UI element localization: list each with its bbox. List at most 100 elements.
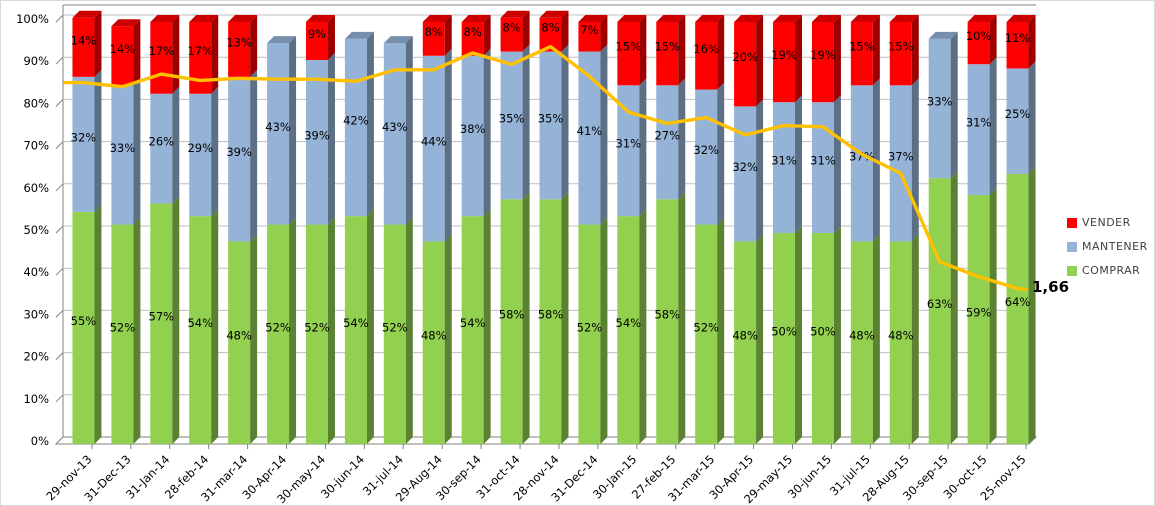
bar-segment-mantener[interactable] xyxy=(267,43,290,225)
bar-cap-vender xyxy=(539,10,569,18)
bar-side-vender xyxy=(911,15,919,86)
legend-item-mantener[interactable]: MANTENER xyxy=(1067,240,1148,253)
legend-item-comprar[interactable]: COMPRAR xyxy=(1067,264,1148,277)
bar-side-mantener xyxy=(950,31,958,179)
bar-segment-vender[interactable] xyxy=(773,22,796,103)
bar-segment-vender[interactable] xyxy=(461,22,484,56)
bar-segment-comprar[interactable] xyxy=(111,224,134,444)
bar-side-vender xyxy=(1028,15,1036,69)
bar-segment-vender[interactable] xyxy=(1006,22,1029,69)
bar-segment-mantener[interactable] xyxy=(1006,68,1029,174)
data-label-mantener: 43% xyxy=(265,120,291,134)
bar-cap-vender xyxy=(72,10,102,18)
bar-segment-vender[interactable] xyxy=(850,22,873,86)
bar-segment-comprar[interactable] xyxy=(150,203,173,444)
bar-segment-vender[interactable] xyxy=(889,22,912,86)
bar-segment-comprar[interactable] xyxy=(889,241,912,444)
bar-segment-vender[interactable] xyxy=(656,22,679,86)
bar-segment-comprar[interactable] xyxy=(383,224,406,444)
bar-segment-mantener[interactable] xyxy=(967,64,990,196)
bar-side-comprar xyxy=(639,209,647,444)
bar-segment-vender[interactable] xyxy=(578,22,601,52)
bar-segment-vender[interactable] xyxy=(500,17,523,52)
bar-segment-vender[interactable] xyxy=(228,22,251,77)
bar-segment-vender[interactable] xyxy=(734,22,757,107)
bar-segment-mantener[interactable] xyxy=(500,51,523,200)
bar-segment-comprar[interactable] xyxy=(928,178,951,444)
bar-segment-vender[interactable] xyxy=(189,22,212,94)
bar-segment-comprar[interactable] xyxy=(656,199,679,444)
bar-segment-vender[interactable] xyxy=(967,22,990,65)
bar-segment-mantener[interactable] xyxy=(150,93,173,204)
data-label-vender: 13% xyxy=(226,35,252,49)
bar-segment-mantener[interactable] xyxy=(656,85,679,200)
bar-segment-vender[interactable] xyxy=(72,17,95,77)
bar-segment-mantener[interactable] xyxy=(539,51,562,200)
data-label-mantener: 33% xyxy=(110,141,136,155)
bar-segment-mantener[interactable] xyxy=(850,85,873,242)
bar-segment-vender[interactable] xyxy=(811,22,834,103)
data-label-mantener: 31% xyxy=(616,137,642,151)
legend-item-vender[interactable]: VENDER xyxy=(1067,216,1148,229)
bar-segment-vender[interactable] xyxy=(695,22,718,90)
bar-segment-mantener[interactable] xyxy=(111,85,134,225)
bar-segment-mantener[interactable] xyxy=(189,93,212,217)
bar-segment-mantener[interactable] xyxy=(928,38,951,179)
bar-segment-comprar[interactable] xyxy=(967,195,990,444)
bar-segment-comprar[interactable] xyxy=(422,241,445,444)
bar-segment-vender[interactable] xyxy=(305,22,328,60)
bar-segment-comprar[interactable] xyxy=(850,241,873,444)
bar-segment-vender[interactable] xyxy=(617,22,640,86)
bar-segment-mantener[interactable] xyxy=(578,51,601,225)
bar-segment-mantener[interactable] xyxy=(734,106,757,242)
bar-segment-comprar[interactable] xyxy=(228,241,251,444)
bar-cap-vender xyxy=(773,15,803,22)
bar-segment-vender[interactable] xyxy=(539,17,562,52)
bar-side-comprar xyxy=(289,217,297,444)
bar-side-vender xyxy=(833,15,841,103)
bar-segment-comprar[interactable] xyxy=(578,224,601,444)
bar-segment-comprar[interactable] xyxy=(189,216,212,444)
data-label-mantener: 29% xyxy=(187,141,213,155)
bar-segment-mantener[interactable] xyxy=(72,76,95,212)
bar-side-comprar xyxy=(833,226,841,444)
bar-segment-mantener[interactable] xyxy=(889,85,912,242)
bar-segment-comprar[interactable] xyxy=(734,241,757,444)
bar-segment-mantener[interactable] xyxy=(344,38,367,217)
data-label-comprar: 52% xyxy=(110,320,136,334)
bar-segment-vender[interactable] xyxy=(422,22,445,56)
bar-segment-mantener[interactable] xyxy=(811,102,834,234)
bar-segment-mantener[interactable] xyxy=(461,55,484,217)
bar-segment-mantener[interactable] xyxy=(228,76,251,242)
bar-segment-comprar[interactable] xyxy=(344,216,367,444)
data-label-mantener: 32% xyxy=(732,160,758,174)
bar-segment-comprar[interactable] xyxy=(72,211,95,444)
bar-segment-mantener[interactable] xyxy=(422,55,445,242)
bar-segment-comprar[interactable] xyxy=(811,233,834,444)
consensus-line[interactable] xyxy=(63,44,1028,292)
bar-segment-comprar[interactable] xyxy=(1006,173,1029,445)
bar-segment-mantener[interactable] xyxy=(383,43,406,225)
bar-side-comprar xyxy=(133,217,141,444)
bar-segment-mantener[interactable] xyxy=(305,59,328,225)
bar-side-vender xyxy=(327,15,335,60)
bar-segment-comprar[interactable] xyxy=(500,199,523,444)
data-label-mantener: 42% xyxy=(343,114,369,128)
data-label-comprar: 58% xyxy=(538,308,564,322)
bar-segment-comprar[interactable] xyxy=(305,224,328,444)
bar-segment-vender[interactable] xyxy=(111,26,134,86)
mantener-swatch-icon xyxy=(1067,241,1077,252)
line-end-value: 1,66 xyxy=(1032,278,1070,296)
bar-segment-comprar[interactable] xyxy=(267,224,290,444)
bar-segment-mantener[interactable] xyxy=(773,102,796,234)
bar-segment-comprar[interactable] xyxy=(695,224,718,444)
bar-segment-comprar[interactable] xyxy=(539,199,562,444)
bar-segment-comprar[interactable] xyxy=(461,216,484,444)
bar-cap-vender xyxy=(734,15,764,22)
bar-segment-mantener[interactable] xyxy=(617,85,640,217)
bar-segment-comprar[interactable] xyxy=(773,233,796,444)
bar-segment-mantener[interactable] xyxy=(695,89,718,225)
bar-segment-comprar[interactable] xyxy=(617,216,640,444)
bar-side-comprar xyxy=(94,204,102,444)
bar-side-mantener xyxy=(1028,61,1036,174)
